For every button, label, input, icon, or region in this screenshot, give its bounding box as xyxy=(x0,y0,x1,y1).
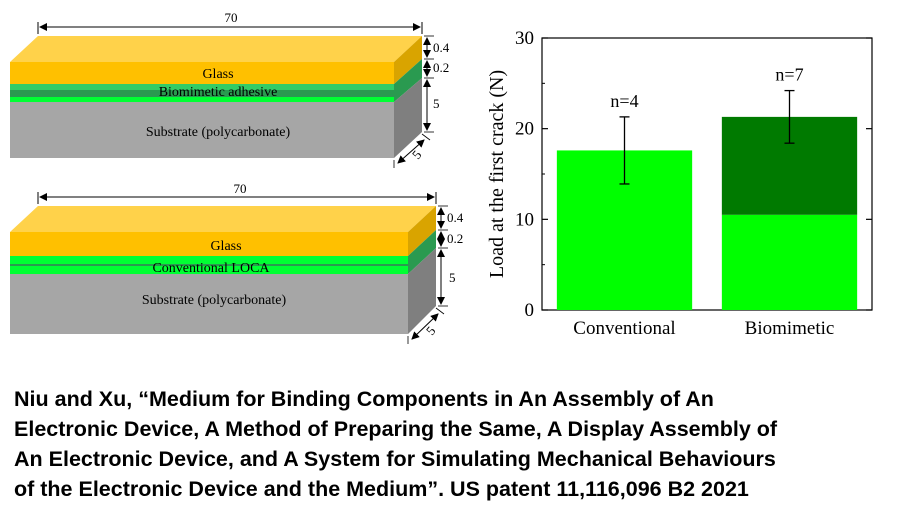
x-tick-label: Conventional xyxy=(573,318,675,339)
adhesive-bottom-strip xyxy=(10,266,408,274)
glass-label: Glass xyxy=(210,239,241,254)
depth-dimension-line xyxy=(397,139,425,164)
substrate-side-face xyxy=(394,78,422,158)
adhesive-thickness-label: 0.2 xyxy=(433,60,449,75)
adhesive-top-strip xyxy=(10,84,394,90)
y-tick-label: 10 xyxy=(515,209,534,230)
biomimetic-specimen-diagram: Glass Biomimetic adhesive Substrate (pol… xyxy=(10,10,450,168)
caption-line: Electronic Device, A Method of Preparing… xyxy=(14,417,778,441)
adhesive-middle-strip xyxy=(10,90,394,97)
substrate-side-face xyxy=(408,248,436,334)
glass-side-face xyxy=(394,36,422,84)
substrate-front-face xyxy=(10,102,394,158)
glass-side-face xyxy=(408,206,436,256)
adhesive-label: Conventional LOCA xyxy=(152,261,270,276)
glass-thickness-label: 0.4 xyxy=(447,210,464,225)
adhesive-top-strip xyxy=(10,256,408,264)
figure-caption: Niu and Xu, “Medium for Binding Componen… xyxy=(14,384,894,504)
glass-thickness-label: 0.4 xyxy=(433,40,450,55)
substrate-thickness-label: 5 xyxy=(433,96,440,111)
bar-biomimetic-lower xyxy=(721,214,858,310)
sample-size-label: n=7 xyxy=(775,65,803,85)
adhesive-thickness-label: 0.2 xyxy=(447,231,463,246)
caption-line: of the Electronic Device and the Medium”… xyxy=(14,477,749,501)
substrate-label: Substrate (polycarbonate) xyxy=(146,125,291,140)
x-tick-label: Biomimetic xyxy=(745,318,835,339)
glass-front-face xyxy=(10,62,394,84)
glass-front-face xyxy=(10,232,408,256)
y-tick-label: 30 xyxy=(515,28,534,49)
depth-label: 5 xyxy=(409,147,425,162)
depth-dimension-line xyxy=(411,313,439,340)
figure: Glass Biomimetic adhesive Substrate (pol… xyxy=(10,10,873,344)
y-ticks-layer: Conventional Biomimetic 0 10 20 30 xyxy=(515,28,872,339)
substrate-thickness-label: 5 xyxy=(449,270,456,285)
length-label: 70 xyxy=(225,10,238,25)
conventional-specimen-diagram: Glass Conventional LOCA Substrate (polyc… xyxy=(10,181,464,344)
adhesive-side-face xyxy=(408,230,436,274)
y-tick-label: 0 xyxy=(525,300,535,321)
adhesive-bottom-strip xyxy=(10,97,394,102)
y-tick-label: 20 xyxy=(515,119,534,140)
bars-layer: n=4 n=7 xyxy=(556,65,858,310)
glass-top-face xyxy=(10,36,422,62)
adhesive-separator xyxy=(10,264,408,266)
sample-size-label: n=4 xyxy=(610,91,638,111)
caption-line: An Electronic Device, and A System for S… xyxy=(14,447,776,471)
depth-label: 5 xyxy=(423,323,439,338)
caption-line: Niu and Xu, “Medium for Binding Componen… xyxy=(14,387,714,411)
substrate-label: Substrate (polycarbonate) xyxy=(142,293,287,308)
glass-top-face xyxy=(10,206,436,232)
glass-label: Glass xyxy=(202,67,233,82)
length-label: 70 xyxy=(234,181,247,196)
adhesive-label: Biomimetic adhesive xyxy=(159,85,278,100)
y-axis-label: Load at the first crack (N) xyxy=(486,70,508,278)
substrate-front-face xyxy=(10,274,408,334)
load-bar-chart: n=4 n=7 Conventional Biomimetic 0 10 20 30 Loa… xyxy=(486,28,873,339)
adhesive-side-face xyxy=(394,59,422,102)
